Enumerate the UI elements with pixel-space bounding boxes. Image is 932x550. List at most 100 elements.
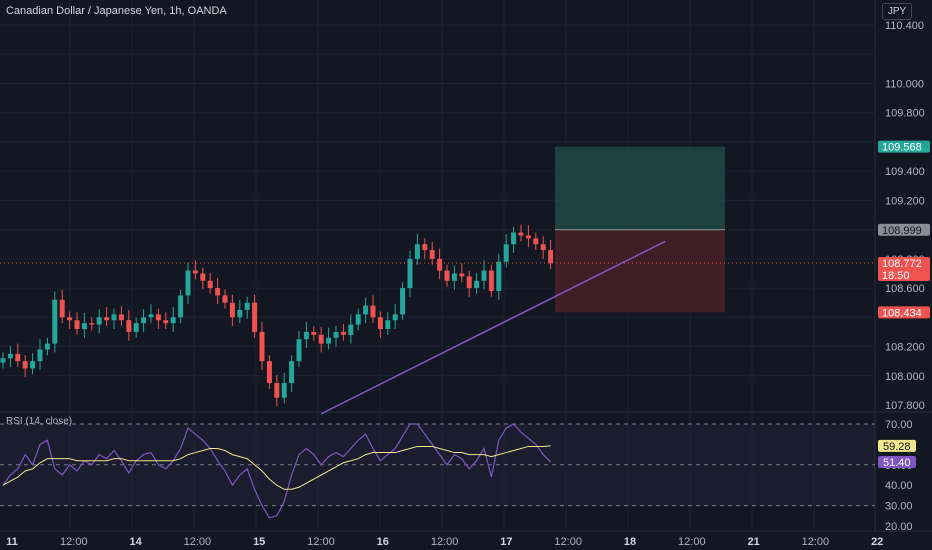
candle-body — [377, 317, 383, 329]
candle-body — [392, 314, 398, 321]
candle-body — [155, 314, 161, 321]
candle — [133, 317, 139, 338]
stop-price-label: 108.434 — [882, 307, 922, 319]
candles — [0, 224, 875, 407]
candle-body — [533, 238, 539, 245]
candle — [7, 345, 13, 367]
candle — [281, 372, 287, 404]
candle-body — [400, 288, 406, 315]
candle — [340, 323, 346, 341]
candle — [15, 343, 21, 367]
time-tick-label: 12:00 — [678, 536, 706, 548]
candle-body — [15, 353, 21, 362]
rsi-tick-label: 20.00 — [885, 521, 913, 533]
candle-body — [385, 320, 391, 329]
candle — [429, 242, 435, 265]
time-tick-label: 22 — [871, 536, 883, 548]
candle — [89, 317, 95, 331]
rsi-ma-value: 59.28 — [883, 441, 911, 453]
candle-body — [133, 323, 139, 332]
profit-zone — [555, 146, 725, 230]
candle — [30, 353, 36, 375]
candle — [126, 310, 132, 341]
candle — [207, 272, 213, 294]
candle — [370, 295, 376, 324]
candle — [525, 225, 531, 248]
candle-body — [281, 383, 287, 398]
candle — [148, 304, 154, 324]
price-tick-label: 109.800 — [885, 108, 925, 120]
candle — [22, 355, 28, 378]
candle — [44, 337, 50, 356]
candle-body — [89, 323, 95, 325]
candle-body — [141, 317, 147, 324]
candle — [200, 267, 206, 290]
candle-body — [296, 339, 302, 362]
candle-body — [363, 305, 369, 315]
candle-body — [274, 383, 280, 398]
candle — [289, 355, 295, 392]
price-axis: 110.400110.000109.800109.400109.200108.8… — [885, 20, 925, 412]
candle-body — [511, 232, 517, 245]
candle — [259, 321, 265, 370]
candle — [348, 314, 354, 344]
candle — [252, 294, 258, 338]
candle-body — [207, 280, 213, 289]
candle — [451, 265, 457, 290]
candle-body — [518, 232, 524, 236]
candle-body — [200, 273, 206, 281]
price-tick-label: 108.600 — [885, 283, 925, 295]
candle-body — [474, 280, 480, 289]
candle-body — [237, 310, 243, 318]
chart-title: Canadian Dollar / Japanese Yen, 1h, OAND… — [6, 5, 227, 17]
candle-body — [340, 331, 346, 335]
candle — [481, 260, 487, 290]
candle-body — [422, 244, 428, 251]
candle — [363, 297, 369, 324]
candle — [311, 326, 317, 341]
candle-body — [429, 250, 435, 259]
candle — [141, 309, 147, 332]
candle — [474, 272, 480, 294]
candle-body — [540, 244, 546, 251]
candle-body — [370, 305, 376, 318]
candle-body — [222, 295, 228, 303]
time-axis: 11 12:00 14 12:00 15 12:00 16 12:00 17 12:00 18 12:… — [0, 530, 932, 548]
candle — [540, 236, 546, 259]
candle-body — [178, 295, 184, 318]
time-tick-label: 17 — [500, 536, 512, 548]
current-price-box — [878, 256, 930, 281]
candle — [52, 291, 58, 353]
rsi-tick-label: 70.00 — [885, 419, 913, 431]
current-price-countdown: 18:50 — [882, 270, 910, 282]
candle-body — [488, 270, 494, 291]
candle-body — [289, 361, 295, 384]
candle — [244, 296, 250, 319]
candle-body — [148, 314, 154, 318]
candle-body — [22, 361, 28, 369]
target-price-label: 109.568 — [882, 142, 922, 154]
candle — [400, 282, 406, 321]
candle — [81, 312, 87, 338]
candle — [59, 289, 65, 324]
candle-body — [407, 258, 413, 289]
candle-body — [451, 273, 457, 281]
candle-body — [318, 334, 324, 344]
candle-body — [437, 258, 443, 271]
candle — [296, 331, 302, 367]
grid-layer — [0, 0, 932, 530]
entry-price-label: 108.999 — [882, 225, 922, 237]
candle — [511, 226, 517, 253]
candle — [185, 262, 191, 305]
candle-body — [96, 317, 102, 325]
candle-body — [7, 353, 13, 359]
candle — [155, 308, 161, 329]
position-zones — [555, 146, 725, 313]
currency-button[interactable]: JPY — [882, 3, 912, 20]
candle — [355, 308, 361, 331]
time-tick-label: 21 — [747, 536, 759, 548]
current-price-label: 108.772 — [882, 258, 922, 270]
candle-body — [311, 331, 317, 335]
